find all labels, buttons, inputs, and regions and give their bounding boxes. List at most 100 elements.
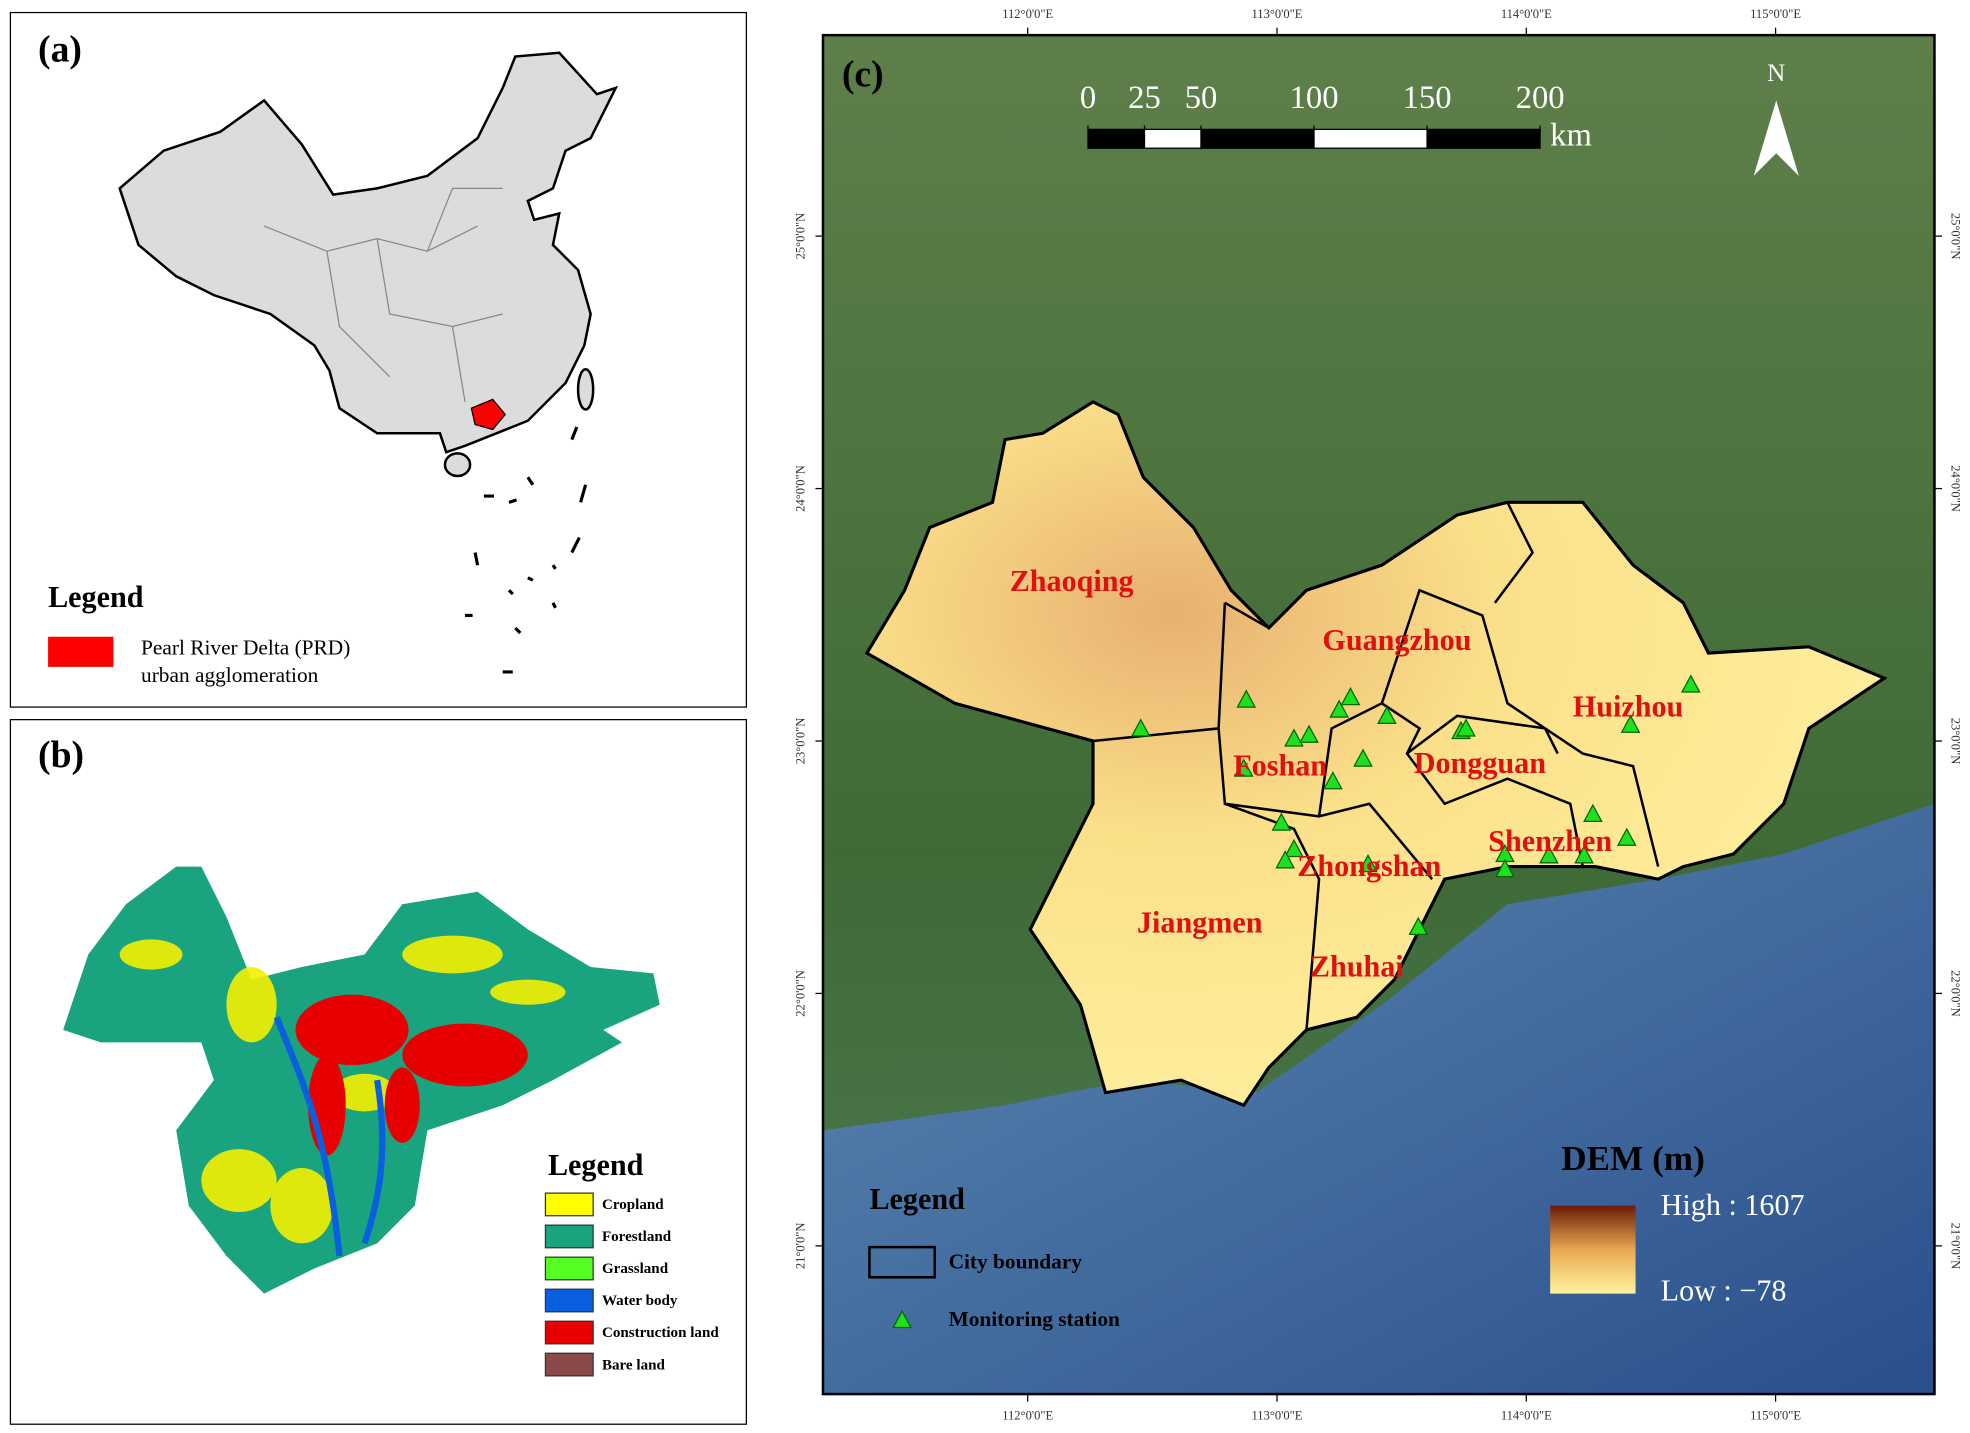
- x-tick-label: 115°0'0"E: [1750, 7, 1801, 21]
- china-outline: [118, 51, 619, 454]
- city-label: Dongguan: [1414, 746, 1547, 780]
- city-label: Huizhou: [1573, 690, 1684, 724]
- monitoring-station: [1408, 916, 1429, 936]
- monitoring-station: [1275, 850, 1296, 869]
- panel-label: (c): [842, 54, 884, 96]
- province-lines: [263, 187, 503, 402]
- legend-label: Forestland: [602, 1229, 672, 1245]
- panel-label: (a): [38, 28, 82, 70]
- dem-colorbar: [1550, 1205, 1636, 1294]
- city-label: Shenzhen: [1488, 824, 1612, 858]
- legend-swatch: [544, 1320, 594, 1345]
- legend-label: Water body: [602, 1293, 678, 1309]
- hainan: [443, 452, 472, 478]
- x-tick-label: 113°0'0"E: [1252, 1409, 1303, 1423]
- scale-label: 50: [1185, 80, 1218, 116]
- monitoring-station: [1574, 845, 1594, 864]
- north-arrow: [1753, 100, 1799, 176]
- monitoring-station: [1233, 758, 1254, 777]
- scale-label: 100: [1290, 80, 1339, 116]
- dem-high: High : 1607: [1661, 1188, 1805, 1222]
- scale-unit: km: [1550, 118, 1592, 154]
- y-tick-label: 22°0'0"N: [1949, 970, 1963, 1017]
- legend-label: Bare land: [602, 1357, 666, 1373]
- monitoring-station: [1271, 812, 1292, 831]
- map-overlay: 112°0'0"E 112°0'0"E 113°0'0"E 113°0'0"E 114°…: [794, 7, 1963, 1423]
- x-tick-label: 114°0'0"E: [1501, 7, 1552, 21]
- legend-title: Legend: [869, 1182, 965, 1216]
- y-tick-label: 21°0'0"N: [1949, 1223, 1963, 1270]
- legend-boundary-swatch: [868, 1245, 937, 1279]
- monitoring-station: [1284, 728, 1304, 747]
- monitoring-station: [1495, 858, 1515, 878]
- monitoring-station: [1329, 699, 1350, 718]
- x-tick-label: 112°0'0"E: [1002, 1409, 1053, 1423]
- city-label: Zhaoqing: [1010, 564, 1134, 598]
- city-boundaries: [1092, 501, 1660, 1030]
- city-label: Jiangmen: [1137, 906, 1263, 940]
- monitoring-station: [1130, 718, 1151, 737]
- scale-label: 25: [1128, 80, 1161, 116]
- monitoring-station: [1456, 718, 1476, 737]
- city-label: Guangzhou: [1322, 623, 1471, 657]
- monitoring-station: [1616, 827, 1637, 846]
- legend-swatch: [544, 1256, 594, 1281]
- legend-swatch: [48, 636, 114, 667]
- scale-segment: [1200, 128, 1315, 149]
- y-tick-label: 21°0'0"N: [794, 1223, 808, 1270]
- legend-label: City boundary: [949, 1249, 1083, 1273]
- y-tick-label: 23°0'0"N: [794, 718, 808, 765]
- y-tick-label: 24°0'0"N: [794, 465, 808, 512]
- monitoring-station: [1284, 838, 1304, 858]
- legend-title: Legend: [48, 580, 144, 614]
- legend-label: Construction land: [602, 1325, 719, 1341]
- map-frame: [821, 33, 1936, 1396]
- y-tick-label: 23°0'0"N: [1949, 718, 1963, 765]
- legend-label: Monitoring station: [949, 1307, 1120, 1331]
- monitoring-station: [1358, 853, 1378, 873]
- y-tick-label: 22°0'0"N: [794, 970, 808, 1017]
- prd-dem: [864, 400, 1888, 1108]
- monitoring-station: [1353, 748, 1373, 767]
- monitoring-station: [1539, 845, 1559, 864]
- scale-segment: [1313, 128, 1428, 149]
- legend-swatch: [544, 1288, 594, 1313]
- monitoring-station: [1323, 771, 1343, 790]
- monitoring-station: [1340, 686, 1361, 706]
- y-tick-label: 25°0'0"N: [1949, 213, 1963, 260]
- monitoring-station: [1583, 803, 1603, 822]
- monitoring-station: [1620, 714, 1641, 733]
- x-tick-label: 113°0'0"E: [1252, 7, 1303, 21]
- landuse-construction: [295, 994, 528, 1156]
- taiwan: [576, 367, 595, 411]
- islands: [465, 426, 588, 674]
- x-tick-label: 115°0'0"E: [1750, 1409, 1801, 1423]
- legend-swatch: [544, 1352, 594, 1377]
- scale-label: 200: [1516, 80, 1565, 116]
- north-label: N: [1767, 60, 1785, 87]
- scale-label: 150: [1403, 80, 1452, 116]
- legend-station-swatch: [892, 1309, 912, 1329]
- scale-segment: [1087, 128, 1146, 149]
- legend-b: Cropland Forestland Grassland Water body Con…: [544, 1192, 719, 1377]
- legend-label: Pearl River Delta (PRD) urban agglomerat…: [141, 635, 351, 687]
- x-tick-label: 112°0'0"E: [1002, 7, 1053, 21]
- prd-region: [470, 398, 507, 431]
- legend-label-box: Pearl River Delta (PRD) urban agglomerat…: [141, 635, 351, 687]
- x-tick-label: 114°0'0"E: [1501, 1409, 1552, 1423]
- legend-label: Cropland: [602, 1197, 664, 1213]
- scale-segment: [1426, 128, 1541, 149]
- y-tick-label: 24°0'0"N: [1949, 465, 1963, 512]
- city-label: Zhuhai: [1310, 949, 1404, 983]
- scale-segment: [1143, 128, 1202, 149]
- monitoring-station: [1377, 705, 1397, 725]
- sea: [822, 803, 1935, 1395]
- dem-low: Low : −78: [1661, 1274, 1787, 1308]
- city-label: Foshan: [1233, 749, 1327, 783]
- landuse-water: [273, 1016, 386, 1257]
- monitoring-station: [1680, 674, 1701, 693]
- monitoring-station: [1299, 724, 1319, 743]
- legend-title: Legend: [548, 1148, 644, 1182]
- legend-swatch: [544, 1192, 594, 1217]
